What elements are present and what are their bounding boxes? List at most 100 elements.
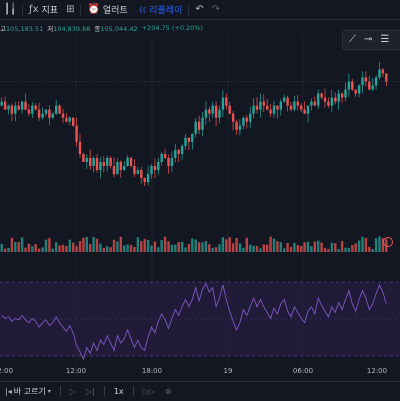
horizontal-line-icon[interactable]: ⊸ (364, 34, 373, 45)
redo-button[interactable]: ↷ (208, 0, 224, 20)
candle-body (211, 105, 214, 114)
volume-bar (317, 240, 320, 252)
divider (103, 386, 105, 396)
candle-body (347, 81, 351, 90)
candle-body (351, 81, 354, 90)
replay-button[interactable]: 《《 리플레이 (132, 0, 187, 20)
speed-button[interactable]: 1x (109, 382, 129, 401)
candle-body (123, 166, 126, 170)
undo-button[interactable]: ↶ (191, 0, 207, 20)
alert-label: 얼러트 (102, 6, 128, 16)
candle-body (194, 121, 197, 134)
volume-bar (197, 242, 201, 252)
jump-to-real-time-button[interactable]: ▷▷ (138, 382, 160, 401)
volume-bar (279, 242, 282, 252)
select-bar-icon: |◂ (5, 386, 12, 396)
candle-body (153, 166, 157, 170)
volume-bar (58, 245, 61, 252)
candle-body (99, 162, 102, 171)
exit-replay-button[interactable]: ⊗ (160, 382, 177, 401)
change-value: +204.75 (+0.20%) (141, 24, 204, 32)
volume-bar (187, 244, 191, 252)
volume-bar (180, 241, 184, 252)
volume-bar (78, 241, 82, 252)
indicators-button[interactable]: ƒx 지표 (25, 0, 62, 20)
step-forward-button[interactable]: ▷| (81, 382, 100, 401)
volume-bar (276, 241, 279, 252)
candle-body (378, 69, 381, 78)
candle-body (133, 166, 136, 175)
indicators-icon: ƒx (29, 4, 39, 15)
volume-bar (95, 238, 99, 252)
text-tool-icon[interactable]: ☰ (380, 34, 390, 45)
candle-body (72, 117, 75, 126)
volume-bar (269, 236, 272, 252)
volume-bar (75, 246, 78, 252)
candle-body (82, 153, 85, 162)
candle-body (106, 157, 109, 166)
candle-body (48, 109, 51, 118)
volume-bar (231, 243, 235, 252)
volume-bar (102, 247, 105, 252)
time-axis[interactable]: 12:00 12:00 18:00 19 06:00 12:00 (0, 364, 400, 378)
close-value: 105,044.42 (100, 25, 138, 33)
divider (188, 3, 190, 16)
volume-bar (364, 237, 368, 252)
candle-body (262, 101, 265, 106)
volume-bar (146, 240, 150, 252)
candle-style-button[interactable]: ┃╽ (0, 0, 20, 20)
close-label: 종 (94, 25, 101, 33)
volume-bar (184, 247, 187, 252)
candle-body (221, 97, 225, 110)
candle-body (266, 105, 269, 110)
candle-body (51, 113, 54, 118)
volume-bar (191, 238, 194, 252)
candle-body (126, 157, 129, 166)
candle-body (327, 101, 330, 106)
volume-bar (266, 244, 269, 252)
candle-body (184, 137, 187, 146)
volume-bar (330, 242, 334, 252)
volume-bar (68, 239, 71, 252)
high-value: 105,183.51 (5, 25, 44, 33)
volume-bar (126, 244, 129, 252)
volume-bar (61, 244, 65, 252)
chevron-down-icon: ▾ (47, 387, 51, 395)
select-bar-button[interactable]: |◂ 바 고르기 ▾ (0, 382, 56, 401)
candle-body (44, 109, 48, 114)
volume-bar (351, 245, 354, 252)
candle-body (306, 105, 310, 114)
volume-bar (34, 244, 37, 252)
candle-body (37, 109, 41, 118)
candle-body (279, 101, 282, 110)
speed-label: 1x (113, 386, 124, 396)
volume-bar (347, 247, 351, 252)
high-label: 고 (0, 25, 6, 33)
candle-body (10, 105, 14, 114)
volume-bar (385, 239, 388, 252)
candle-body (31, 105, 34, 114)
divider (132, 386, 134, 396)
volume-bar (313, 241, 316, 252)
play-button[interactable]: ▷ (65, 382, 81, 401)
volume-bar (381, 238, 385, 252)
volume-bar (157, 247, 160, 252)
candle-body (357, 85, 361, 94)
volume-bar (378, 236, 381, 252)
volume-bar (153, 241, 157, 252)
candle-body (228, 105, 231, 114)
layout-button[interactable]: ⊞ (62, 0, 78, 20)
volume-bar (296, 245, 299, 252)
volume-bar (65, 246, 68, 252)
candle-body (34, 105, 37, 110)
trendline-icon[interactable]: ⟋ (349, 34, 356, 45)
volume-bar (72, 242, 75, 252)
drawing-toolbox: ⟋ ⊸ ☰ (342, 30, 400, 50)
candles-icon: ┃╽ (4, 4, 17, 15)
volume-bar (211, 247, 214, 252)
time-label: 18:00 (141, 367, 163, 375)
volume-bar (129, 244, 133, 252)
alert-button[interactable]: ⏰ 얼러트 (83, 0, 131, 20)
volume-bar (10, 237, 14, 252)
